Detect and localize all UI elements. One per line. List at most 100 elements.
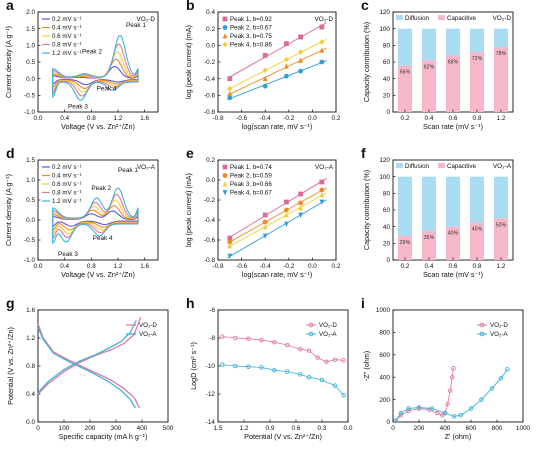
series: [227, 22, 327, 82]
legend-label: VO₂-A: [319, 331, 337, 338]
data-point: [319, 47, 325, 53]
legend-label: Peak 2, b=0.59: [230, 173, 272, 180]
y-tick-label: 0.2: [206, 157, 215, 164]
y-axis-label: Current density (A g⁻¹): [4, 174, 13, 246]
legend-swatch: [396, 163, 403, 168]
legend-label: VO₂-A: [490, 331, 508, 338]
trend-line: [222, 364, 344, 396]
data-point: [246, 364, 251, 369]
y-axis-label: log (peak current) (mA): [184, 25, 193, 99]
panel-label: d: [6, 145, 15, 161]
x-axis-label: Scan rate (mV s⁻¹): [423, 122, 483, 131]
x-tick-label: 0.4: [425, 115, 434, 122]
x-tick-label: 1.6: [140, 115, 149, 122]
data-point: [298, 212, 303, 218]
x-tick-label: 0.4: [425, 263, 434, 270]
bar-diffusion: [422, 176, 436, 231]
legend: VO₂-D VO₂-A: [126, 322, 157, 338]
data-point: [222, 41, 228, 48]
x-tick-label: 0.8: [473, 263, 482, 270]
legend-label: 0.6 mV s⁻¹: [52, 181, 82, 188]
x-tick-label: 100: [59, 425, 70, 432]
y-tick-label: 400: [379, 374, 390, 381]
panel-label: f: [361, 145, 366, 161]
data-point: [246, 336, 251, 341]
data-point: [227, 235, 233, 241]
x-tick-label: 1.2: [240, 425, 249, 432]
bar-capacitive: [494, 47, 508, 112]
x-tick-label: 0.6: [449, 263, 458, 270]
legend-label: VO₂-D: [490, 322, 508, 329]
data-point: [451, 365, 456, 371]
y-tick-label: 800: [379, 330, 390, 337]
data-point: [442, 410, 448, 416]
x-tick-label: 400: [440, 425, 451, 432]
bar-diffusion: [470, 28, 484, 52]
series: [227, 177, 327, 241]
data-point: [227, 95, 233, 101]
x-tick-label: 1.2: [497, 115, 506, 122]
data-point: [262, 67, 268, 74]
fit-line: [227, 192, 327, 248]
plot-frame: [392, 309, 524, 423]
nyquist-curve: [395, 369, 508, 422]
data-point: [298, 68, 303, 74]
plot-frame: [217, 159, 337, 261]
x-tick-label: -0.6: [236, 263, 247, 270]
legend-label: 1.2 mV s⁻¹: [52, 198, 82, 205]
x-tick-label: 800: [492, 425, 503, 432]
x-tick-label: 600: [466, 425, 477, 432]
series: [227, 47, 327, 97]
data-point: [233, 363, 238, 369]
legend-label: Peak 3, b=0.75: [230, 33, 272, 40]
legend-label: 0.8 mV s⁻¹: [52, 42, 82, 49]
x-tick-label: 200: [414, 425, 425, 432]
x-tick-label: 0.2: [401, 263, 410, 270]
data-point: [298, 346, 303, 352]
legend: VO₂-D VO₂-A: [306, 322, 337, 338]
x-tick-label: -0.4: [260, 115, 271, 122]
x-tick-label: -0.8: [212, 115, 223, 122]
x-axis-label: Z' (ohm): [445, 432, 472, 441]
x-tick-label: 0.6: [292, 425, 301, 432]
data-point: [319, 59, 325, 65]
bar-label: 45%: [472, 227, 483, 233]
data-point: [306, 374, 312, 380]
data-point: [284, 56, 289, 63]
x-tick-label: 1.5: [214, 425, 223, 432]
y-tick-label: 1.0: [26, 177, 35, 184]
x-tick-label: 0.2: [332, 263, 341, 270]
y-tick-label: 0.4: [206, 9, 215, 16]
legend-label: Capacitive: [447, 163, 476, 170]
data-point: [447, 388, 453, 393]
sample-label: VO₂-D: [315, 16, 334, 23]
bar-stack: 35%: [422, 176, 436, 260]
x-tick-label: -0.4: [260, 263, 271, 270]
panel-a: a 0.0 0.4 0.8 1.2 1.6 -1.0 -0.5 0.0 0.5 1.0 1.5 2.0 V…: [4, 0, 159, 131]
series: [220, 334, 346, 365]
y-axis-label: Capacity contribution (%): [362, 170, 371, 250]
legend-label: 0.4 mV s⁻¹: [52, 25, 82, 32]
peak-annotation: Peak 1: [118, 167, 138, 174]
bar-diffusion: [446, 176, 460, 227]
data-point: [332, 357, 338, 362]
x-tick-label: 400: [137, 425, 148, 432]
x-tick-label: 500: [163, 425, 174, 432]
fit-line: [227, 38, 327, 91]
fit-line: [227, 187, 327, 244]
x-tick-label: 200: [85, 425, 96, 432]
data-point: [272, 367, 277, 373]
data-point: [298, 34, 303, 40]
legend-label: Peak 1, b=0.74: [230, 164, 272, 171]
legend-label: Peak 4, b=0.86: [230, 42, 272, 49]
data-point: [222, 181, 228, 187]
data-point: [416, 405, 422, 410]
plot-frame: [37, 159, 159, 261]
fit-line: [227, 199, 327, 259]
sample-label: VO₂-D: [493, 15, 512, 22]
data-point: [393, 418, 398, 424]
bar-capacitive: [470, 52, 484, 112]
bar-capacitive: [446, 55, 460, 112]
data-point: [298, 205, 303, 211]
